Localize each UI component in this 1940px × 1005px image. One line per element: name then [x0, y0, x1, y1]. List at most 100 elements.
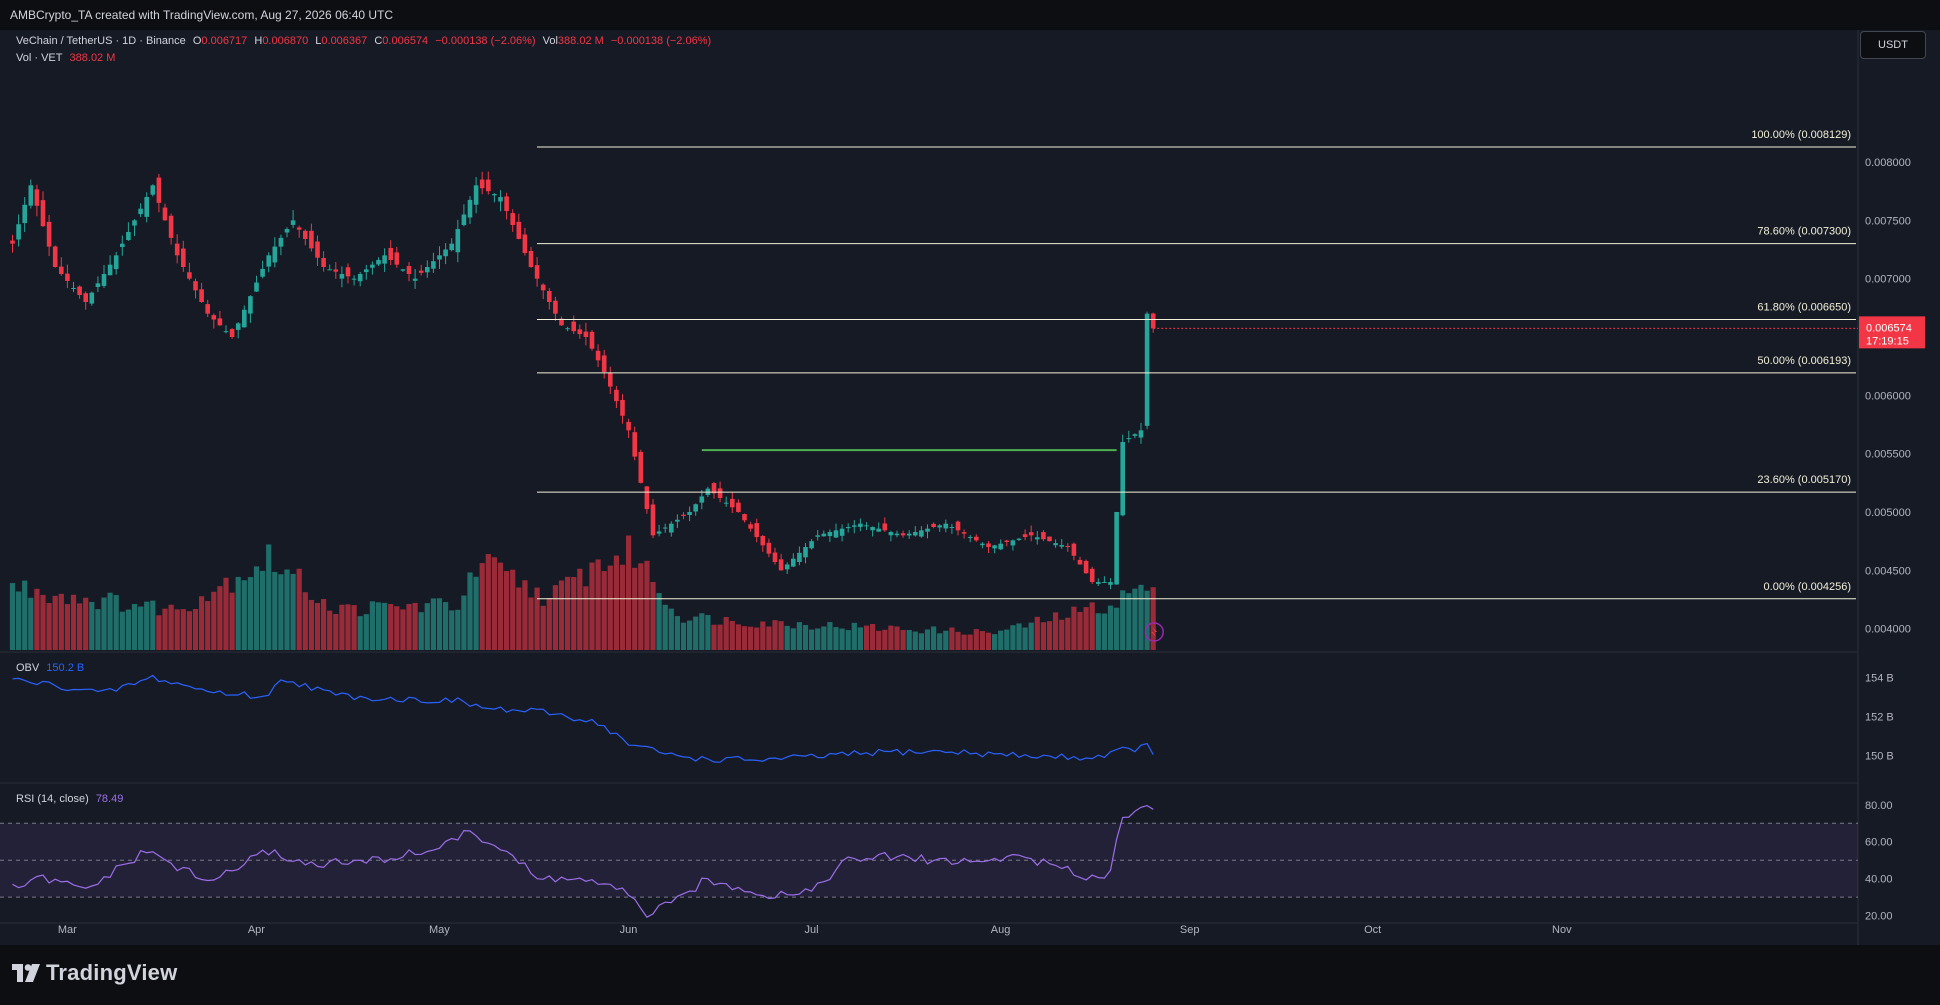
candle: [333, 269, 339, 272]
volume-bar: [101, 597, 107, 650]
candle: [571, 321, 576, 332]
chart-area[interactable]: 0.0080000.0075000.0070000.0065000.006000…: [0, 30, 1940, 945]
volume-bar: [1034, 616, 1040, 650]
symbol-label[interactable]: VeChain / TetherUS · 1D · Binance: [16, 35, 186, 47]
last-price-value: 0.006574: [1866, 322, 1912, 334]
chart-svg[interactable]: 0.0080000.0075000.0070000.0065000.006000…: [0, 30, 1940, 945]
candle: [1059, 545, 1064, 547]
volume-legend-label[interactable]: Vol · VET: [16, 52, 63, 64]
candle: [162, 207, 168, 221]
volume-bar: [46, 603, 52, 650]
obv-tick-label: 150 B: [1865, 751, 1894, 763]
volume-bar: [449, 610, 455, 650]
candle: [345, 267, 351, 277]
volume-bar: [138, 606, 144, 650]
volume-bar: [363, 614, 369, 650]
footer-bar: [0, 945, 1940, 1005]
candle: [766, 542, 772, 554]
volume-bar: [876, 630, 882, 650]
volume-bar: [162, 608, 168, 650]
candle: [693, 504, 698, 512]
obv-legend-label[interactable]: OBV: [16, 662, 40, 674]
volume-bar: [89, 601, 95, 650]
volume-bar: [619, 564, 626, 650]
candle: [1083, 560, 1089, 574]
candle: [998, 543, 1003, 550]
volume-bar: [131, 603, 138, 650]
volume-bar: [894, 626, 900, 650]
low-label: L: [315, 35, 322, 47]
volume-bar: [119, 611, 125, 650]
volume-bar: [827, 622, 833, 650]
candle: [290, 220, 296, 225]
volume-bar: [430, 598, 436, 650]
candle: [138, 208, 143, 215]
candle: [278, 237, 284, 247]
volume-bar: [205, 601, 211, 650]
candle: [980, 543, 985, 546]
candle: [1071, 543, 1077, 556]
volume-bar: [955, 631, 961, 650]
candle: [711, 483, 717, 494]
candle: [1077, 559, 1083, 565]
candle: [540, 284, 546, 291]
candle: [217, 318, 223, 326]
rsi-legend-label[interactable]: RSI (14, close): [16, 793, 89, 805]
volume-bar: [558, 580, 565, 650]
candle: [760, 535, 766, 546]
candle: [906, 533, 912, 536]
volume-bar: [1083, 607, 1089, 650]
high-value: 0.006870: [262, 35, 309, 47]
candle: [644, 486, 650, 510]
volume-bar: [772, 620, 778, 650]
candle: [742, 514, 747, 521]
volume-bar: [64, 604, 70, 650]
high-label: H: [254, 35, 263, 47]
volume-bar: [693, 616, 699, 650]
volume-bar: [882, 629, 888, 650]
volume-bar: [357, 616, 363, 650]
volume-bar: [1071, 606, 1077, 650]
candle: [778, 559, 784, 571]
tradingview-wordmark: TradingView: [46, 960, 178, 985]
volume-bar: [290, 573, 296, 650]
time-tick-label: Apr: [248, 924, 265, 936]
volume-bar: [34, 588, 40, 650]
candle: [327, 269, 332, 271]
volume-bar: [510, 569, 516, 650]
volume-bar: [748, 626, 754, 650]
candle: [22, 204, 27, 224]
candle: [1114, 512, 1119, 585]
candle: [498, 197, 503, 202]
volume-bar: [833, 627, 839, 650]
candle: [1016, 538, 1022, 540]
volume-bar: [937, 633, 943, 650]
candle: [967, 537, 973, 538]
tradingview-logo[interactable]: TradingView: [12, 960, 177, 986]
volume-bar: [28, 597, 34, 650]
volume-bar: [235, 576, 241, 650]
volume-bar: [333, 613, 339, 650]
volume-bar: [253, 566, 260, 650]
candle: [242, 309, 247, 328]
volume-bar: [455, 609, 461, 650]
candle: [351, 278, 357, 280]
volume-bar: [174, 609, 180, 650]
candle: [431, 261, 436, 269]
volume-bar: [382, 602, 388, 650]
volume-bar: [589, 562, 595, 650]
low-value: 0.006367: [321, 35, 368, 47]
candle: [437, 255, 442, 260]
candle: [388, 247, 393, 260]
rsi-legend: RSI (14, close) 78.49: [16, 793, 127, 805]
candle: [864, 525, 869, 527]
volume-bar: [839, 628, 845, 650]
volume-bar: [369, 601, 375, 650]
currency-button[interactable]: USDT: [1860, 31, 1926, 59]
volume-bar: [1132, 588, 1138, 650]
price-tick-label: 0.006000: [1865, 390, 1911, 402]
candle: [937, 525, 942, 528]
volume-bar: [638, 563, 644, 650]
candle: [949, 527, 955, 528]
candle: [59, 266, 64, 274]
